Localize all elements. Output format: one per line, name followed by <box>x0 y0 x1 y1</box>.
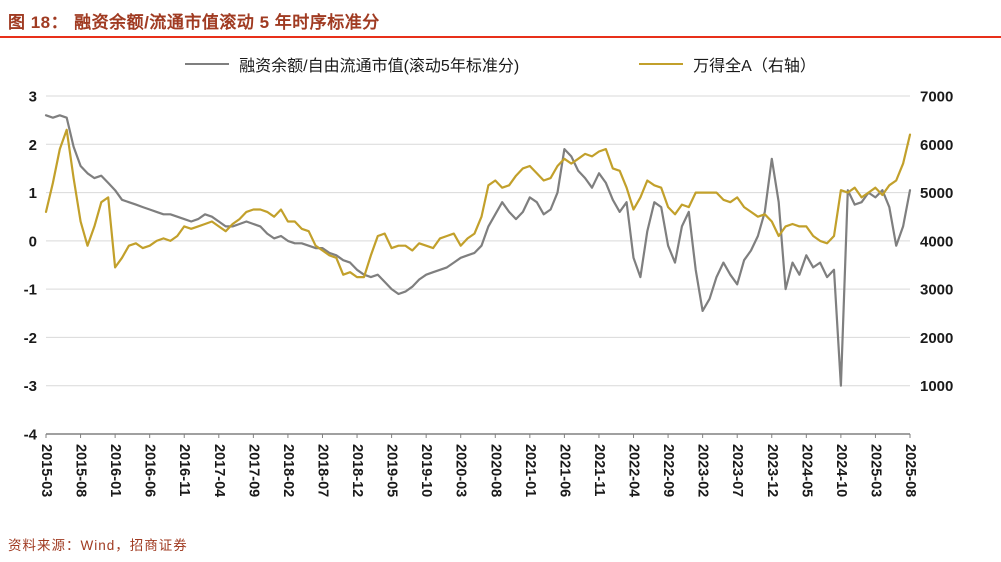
legend-item-wind-all-a: 万得全A（右轴） <box>639 52 816 76</box>
y-axis-left-tick: 2 <box>29 137 37 154</box>
x-axis-label: 2023-02 <box>695 444 711 497</box>
source-note: 资料来源：Wind，招商证券 <box>8 538 188 553</box>
x-axis-label: 2019-05 <box>384 444 400 497</box>
title-underline <box>0 36 1001 38</box>
legend-item-margin-zscore: 融资余额/自由流通市值(滚动5年标准分) <box>185 52 519 76</box>
y-axis-right-tick: 7000 <box>920 89 953 106</box>
x-axis-label: 2025-03 <box>867 444 883 497</box>
x-axis-label: 2021-06 <box>556 444 572 497</box>
chart-legend: 融资余额/自由流通市值(滚动5年标准分) 万得全A（右轴） <box>0 52 1001 76</box>
y-axis-right-tick: 4000 <box>920 233 953 250</box>
chart-canvas: 3 2 1 0 -1 -2 -3 -4 7000 6000 5000 4000 3000 2000 1000… <box>24 89 954 498</box>
series2-swatch <box>639 63 684 65</box>
x-axis-label: 2015-08 <box>73 444 89 497</box>
x-axis-label: 2019-10 <box>418 444 434 497</box>
x-axis-label: 2021-11 <box>591 444 607 496</box>
x-axis-label: 2018-02 <box>280 444 296 497</box>
line-chart: 3 2 1 0 -1 -2 -3 -4 7000 6000 5000 4000 3000 2000 1000… <box>0 82 1001 539</box>
x-axis-label: 2016-06 <box>142 444 158 497</box>
y-axis-left-tick: -1 <box>24 282 37 299</box>
x-axis-label: 2016-11 <box>176 444 192 496</box>
x-axis-label: 2018-07 <box>314 444 330 497</box>
x-axis-label: 2017-04 <box>211 444 227 497</box>
y-axis-right-tick: 6000 <box>920 137 953 154</box>
x-axis-label: 2020-08 <box>487 444 503 497</box>
y-axis-left-tick: -2 <box>24 330 37 347</box>
figure-label: 图 18： <box>8 13 69 32</box>
x-axis-label: 2025-08 <box>902 444 918 497</box>
y-axis-right-tick: 3000 <box>920 282 953 299</box>
x-axis-label: 2017-09 <box>245 444 261 497</box>
x-axis-label: 2024-05 <box>798 444 814 497</box>
series1-swatch <box>185 63 230 65</box>
x-axis-label: 2023-07 <box>729 444 745 497</box>
x-axis-label: 2018-12 <box>349 444 365 497</box>
figure-title-row: 图 18： 融资余额/流通市值滚动 5 年时序标准分 <box>0 0 1001 36</box>
series-line-margin-zscore <box>44 114 912 387</box>
x-axis-label: 2021-01 <box>522 444 538 497</box>
x-axis-label: 2016-01 <box>107 444 123 497</box>
y-axis-left-tick: 1 <box>29 185 37 202</box>
y-axis-left-tick: 0 <box>29 233 37 250</box>
x-axis-label: 2024-10 <box>833 444 849 497</box>
page-title: 融资余额/流通市值滚动 5 年时序标准分 <box>74 13 380 32</box>
series-line-wind-all-a <box>44 128 912 279</box>
x-axis-label: 2020-03 <box>453 444 469 497</box>
y-axis-right-tick: 5000 <box>920 185 953 202</box>
y-axis-left-tick: -3 <box>24 378 37 395</box>
x-axis-label: 2015-03 <box>38 444 54 497</box>
y-axis-right-tick: 1000 <box>920 378 953 395</box>
legend-label-series1: 融资余额/自由流通市值(滚动5年标准分) <box>239 58 520 75</box>
y-axis-right-tick: 2000 <box>920 330 953 347</box>
x-axis-label: 2022-04 <box>626 444 642 497</box>
y-axis-left-tick: -4 <box>24 427 38 444</box>
x-axis-label: 2023-12 <box>764 444 780 497</box>
y-axis-left-tick: 3 <box>29 89 37 106</box>
legend-label-series2: 万得全A（右轴） <box>693 58 816 75</box>
x-axis-label: 2022-09 <box>660 444 676 497</box>
